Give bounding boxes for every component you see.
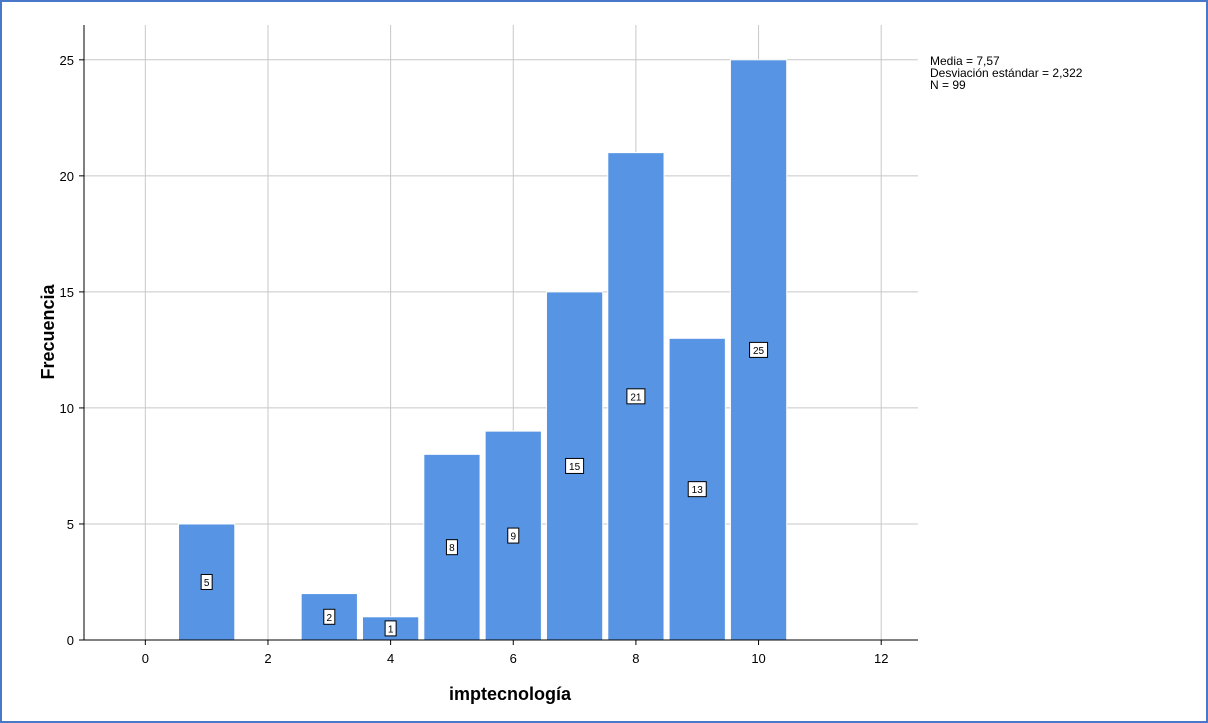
y-tick-label: 10 xyxy=(60,401,74,416)
statistics-box: Media = 7,57 Desviación estándar = 2,322… xyxy=(930,55,1082,91)
bar-label: 15 xyxy=(569,462,581,473)
bar-label-box xyxy=(507,527,520,544)
stat-mean: Media = 7,57 xyxy=(930,54,1000,68)
axes xyxy=(83,25,918,641)
bar-label: 21 xyxy=(630,392,642,403)
y-tick-label: 15 xyxy=(60,285,74,300)
histogram-bars xyxy=(178,59,788,641)
bar-label-box xyxy=(749,341,769,358)
bar-label: 1 xyxy=(388,624,394,635)
bar-label-box xyxy=(687,481,707,498)
x-tick-label: 8 xyxy=(632,651,639,666)
y-axis-ticks: 0 5 10 15 20 25 xyxy=(60,53,84,648)
x-tick-label: 4 xyxy=(387,651,394,666)
stat-std: Desviación estándar = 2,322 xyxy=(930,66,1083,80)
bar-label-box xyxy=(200,573,213,590)
bar-label-box xyxy=(626,388,646,405)
x-tick-label: 10 xyxy=(751,651,765,666)
bar-label-box xyxy=(384,620,397,637)
bar-label-box xyxy=(445,539,458,556)
y-tick-label: 25 xyxy=(60,53,74,68)
x-tick-label: 6 xyxy=(510,651,517,666)
y-axis-label: Frecuencia xyxy=(38,283,58,379)
bar-label-box xyxy=(323,608,336,625)
x-axis-ticks: 0 2 4 6 8 10 12 xyxy=(142,640,888,666)
bar-label: 13 xyxy=(692,485,704,496)
y-tick-label: 20 xyxy=(60,169,74,184)
x-tick-label: 2 xyxy=(264,651,271,666)
y-tick-label: 5 xyxy=(67,517,74,532)
bar-label: 25 xyxy=(753,346,765,357)
stat-n: N = 99 xyxy=(930,78,966,92)
bar-label: 8 xyxy=(449,543,455,554)
bar-label: 9 xyxy=(510,532,516,543)
bar-label: 5 xyxy=(204,578,210,589)
x-axis-label: imptecnología xyxy=(449,684,572,704)
x-tick-label: 0 xyxy=(142,651,149,666)
y-tick-label: 0 xyxy=(67,633,74,648)
bar-label: 2 xyxy=(327,613,333,624)
x-tick-label: 12 xyxy=(874,651,888,666)
bar-label-box xyxy=(565,457,585,474)
